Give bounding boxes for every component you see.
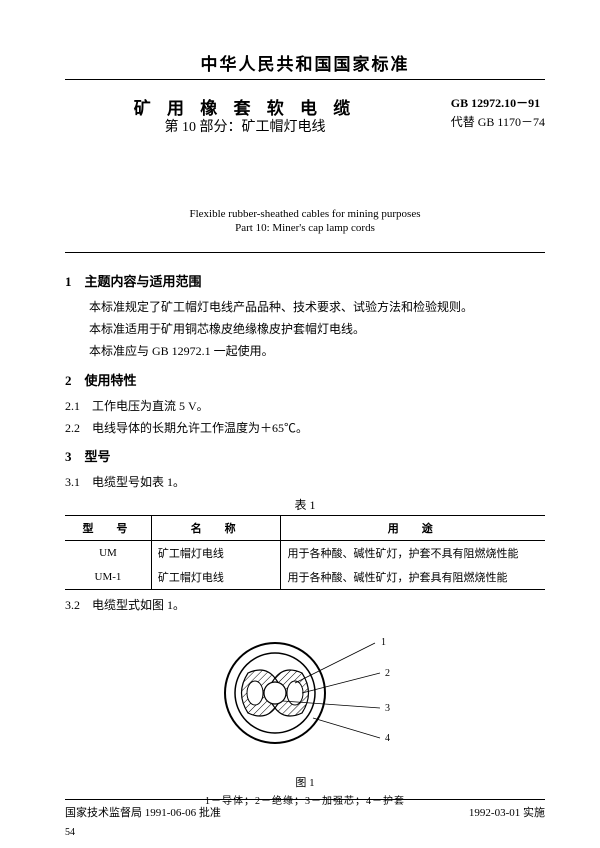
figure-1-caption: 图 1 (65, 774, 545, 790)
section-2-item-1: 2.1 工作电压为直流 5 V。 (65, 397, 545, 414)
cable-cross-section-icon: 1 2 3 4 (175, 623, 435, 763)
figure-callout-1: 1 (381, 637, 386, 648)
replace-code: 代替 GB 1170－74 (451, 113, 545, 132)
standard-code-block: GB 12972.10－91 代替 GB 1170－74 (451, 94, 545, 132)
figure-callout-3: 3 (385, 703, 390, 714)
title-en-sub: Part 10: Miner's cap lamp cords (65, 222, 545, 234)
effective-date-text: 1992-03-01 实施 (469, 804, 545, 820)
table-cell: UM-1 (65, 565, 151, 590)
table-1-label: 表 1 (65, 496, 545, 513)
standard-code: GB 12972.10－91 (451, 94, 545, 113)
title-cn-sub: 第 10 部分：矿工帽灯电线 (65, 116, 425, 136)
page-number: 54 (65, 827, 75, 838)
figure-1: 1 2 3 4 (65, 623, 545, 768)
section-1-p2: 本标准适用于矿用铜芯橡皮绝缘橡皮护套帽灯电线。 (89, 320, 545, 338)
section-1-heading: 1 主题内容与适用范围 (65, 271, 545, 290)
table-cell: 用于各种酸、碱性矿灯，护套不具有阻燃烧性能 (281, 541, 545, 566)
table-header-use: 用 途 (281, 516, 545, 541)
approval-text: 国家技术监督局 1991-06-06 批准 (65, 807, 221, 819)
table-header-name: 名 称 (151, 516, 281, 541)
table-header-type: 型 号 (65, 516, 151, 541)
table-cell: 矿工帽灯电线 (151, 541, 281, 566)
divider-below-title (65, 252, 545, 253)
table-1: 型 号 名 称 用 途 UM 矿工帽灯电线 用于各种酸、碱性矿灯，护套不具有阻燃… (65, 515, 545, 590)
divider-top (65, 79, 545, 80)
section-1-p3: 本标准应与 GB 12972.1 一起使用。 (89, 342, 545, 360)
table-cell: 用于各种酸、碱性矿灯，护套具有阻燃烧性能 (281, 565, 545, 590)
table-cell: 矿工帽灯电线 (151, 565, 281, 590)
title-en-main: Flexible rubber-sheathed cables for mini… (65, 208, 545, 220)
table-row: UM-1 矿工帽灯电线 用于各种酸、碱性矿灯，护套具有阻燃烧性能 (65, 565, 545, 590)
title-block: 矿 用 橡 套 软 电 缆 第 10 部分：矿工帽灯电线 GB 12972.10… (65, 94, 545, 150)
figure-callout-2: 2 (385, 668, 390, 679)
table-cell: UM (65, 541, 151, 566)
section-3-heading: 3 型号 (65, 446, 545, 465)
figure-callout-4: 4 (385, 733, 390, 744)
country-standard-title: 中华人民共和国国家标准 (65, 50, 545, 75)
table-row: UM 矿工帽灯电线 用于各种酸、碱性矿灯，护套不具有阻燃烧性能 (65, 541, 545, 566)
section-1-p1: 本标准规定了矿工帽灯电线产品品种、技术要求、试验方法和检验规则。 (89, 298, 545, 316)
section-2-item-2: 2.2 电线导体的长期允许工作温度为＋65℃。 (65, 419, 545, 436)
page-footer: 国家技术监督局 1991-06-06 批准 1992-03-01 实施 (65, 799, 545, 820)
section-3-item-2: 3.2 电缆型式如图 1。 (65, 596, 545, 613)
document-page: 中华人民共和国国家标准 矿 用 橡 套 软 电 缆 第 10 部分：矿工帽灯电线… (0, 0, 600, 848)
section-2-heading: 2 使用特性 (65, 370, 545, 389)
table-row: 型 号 名 称 用 途 (65, 516, 545, 541)
section-3-item-1: 3.1 电缆型号如表 1。 (65, 473, 545, 490)
